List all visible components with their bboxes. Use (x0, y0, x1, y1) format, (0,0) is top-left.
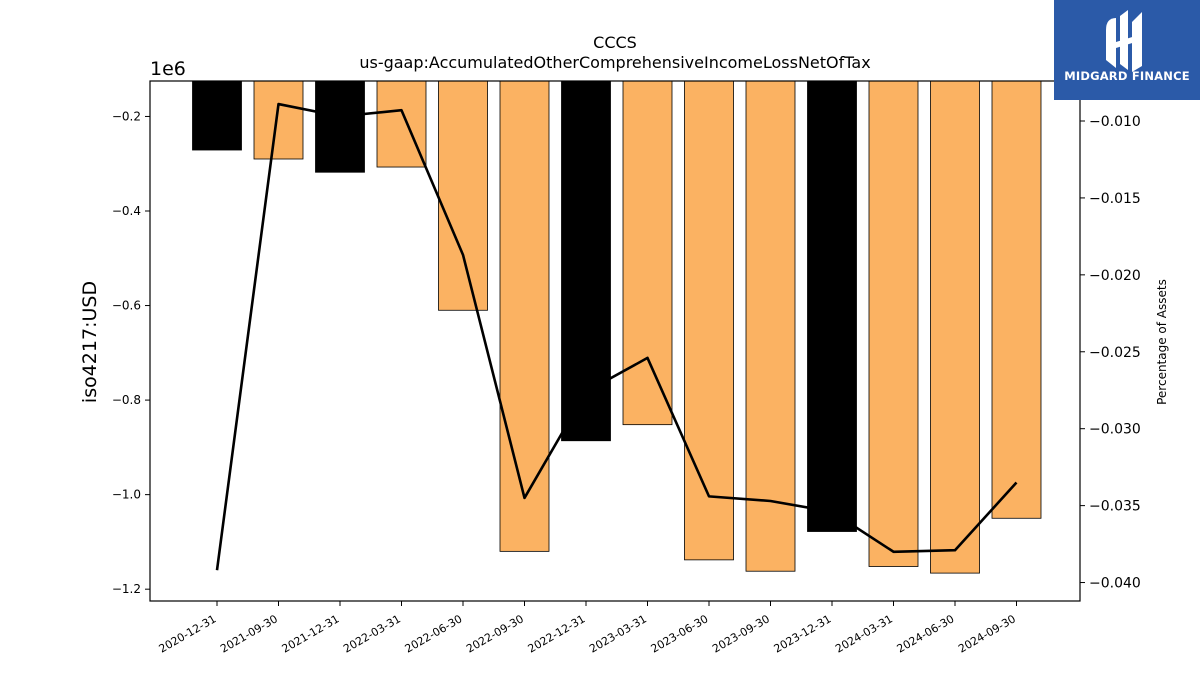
bar-2022-03-31 (376, 80, 427, 168)
x-tick-label: 2024-06-30 (895, 612, 957, 655)
x-tick-label: 2023-06-30 (649, 612, 711, 655)
y-tick-label: −1.0 (112, 488, 141, 502)
line-series-group (215, 102, 1018, 571)
y2-tick-label: −0.035 (1089, 499, 1141, 515)
bar-2021-12-31 (315, 80, 365, 173)
x-tick-label: 2023-12-31 (772, 612, 834, 655)
percentage-of-assets-line (215, 102, 1018, 571)
x-tick-label: 2021-12-31 (280, 612, 342, 655)
brand-logo: MIDGARD FINANCE (1054, 0, 1200, 100)
y2-axis-label: Percentage of Assets (1155, 279, 1169, 405)
y2-tick-label: −0.015 (1089, 191, 1141, 207)
chart-subtitle: us-gaap:AccumulatedOtherComprehensiveInc… (359, 53, 870, 72)
y-tick-label: −0.6 (112, 299, 141, 313)
bar-2020-12-31 (192, 80, 242, 151)
x-tick-label: 2024-03-31 (833, 612, 895, 655)
x-tick-label: 2022-12-31 (526, 612, 588, 655)
y-tick-label: −1.2 (112, 582, 141, 596)
y-tick-label: −0.8 (112, 393, 141, 407)
x-tick-label: 2023-09-30 (710, 612, 772, 655)
bar-group (192, 80, 1042, 574)
midgard-logo-icon (1106, 10, 1142, 72)
y-tick-label: −0.4 (112, 204, 141, 218)
y-axis-label: iso4217:USD (79, 281, 101, 403)
y2-tick-label: −0.040 (1089, 576, 1141, 592)
x-tick-label: 2020-12-31 (157, 612, 219, 655)
bar-2023-06-30 (684, 80, 734, 561)
bar-2021-09-30 (253, 80, 304, 160)
bar-2024-03-31 (868, 80, 919, 567)
y2-tick-label: −0.010 (1089, 114, 1141, 130)
bar-2024-06-30 (930, 80, 980, 574)
y-tick-label: −0.2 (112, 109, 141, 123)
chart-title: CCCS (593, 33, 637, 52)
bar-2024-09-30 (991, 80, 1042, 519)
y2-tick-label: −0.020 (1089, 268, 1141, 284)
bar-2022-06-30 (438, 80, 488, 311)
x-tick-label: 2023-03-31 (587, 612, 649, 655)
y2-tick-label: −0.025 (1089, 345, 1141, 361)
bar-2022-09-30 (499, 80, 550, 552)
bar-2023-12-31 (807, 80, 857, 532)
x-tick-label: 2024-09-30 (956, 612, 1018, 655)
plot-frame (149, 80, 1081, 602)
x-tick-label: 2022-06-30 (403, 612, 465, 655)
y2-tick-label: −0.030 (1089, 422, 1141, 438)
y-axis-offset-label: 1e6 (150, 58, 186, 80)
bar-2023-03-31 (622, 80, 673, 426)
x-tick-label: 2022-03-31 (341, 612, 403, 655)
bar-2023-09-30 (745, 80, 796, 572)
x-tick-label: 2021-09-30 (218, 612, 280, 655)
bar-2022-12-31 (561, 80, 611, 442)
brand-name: MIDGARD FINANCE (1064, 69, 1190, 83)
x-tick-label: 2022-09-30 (464, 612, 526, 655)
